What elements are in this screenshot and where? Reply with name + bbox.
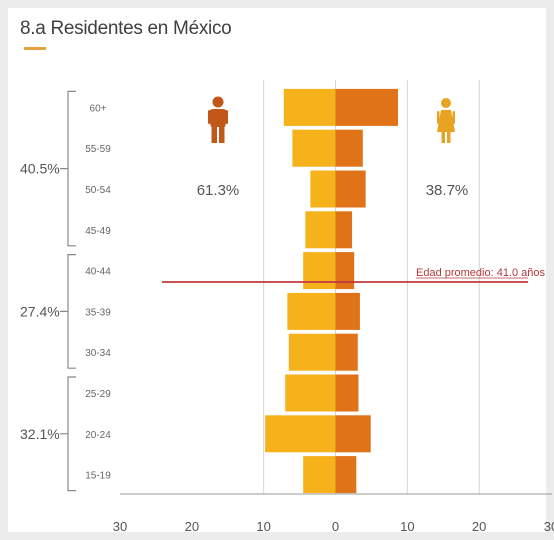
group-brackets: 40.5% 27.4% 32.1% xyxy=(20,90,76,492)
bar-right xyxy=(335,292,360,330)
bar-right xyxy=(335,456,357,494)
bar-left xyxy=(283,88,336,126)
bar-right xyxy=(335,88,398,126)
annotations: Edad promedio: 41.0 años 61.3% 38.7% xyxy=(162,96,546,283)
group-bracket xyxy=(60,254,76,369)
age-label: 35-39 xyxy=(85,307,111,318)
x-tick-label: 20 xyxy=(472,519,486,534)
age-label: 50-54 xyxy=(85,185,111,196)
bar-left xyxy=(287,292,336,330)
x-tick-label: 30 xyxy=(544,519,554,534)
age-label: 25-29 xyxy=(85,389,111,400)
bar-left xyxy=(305,211,336,249)
age-label: 30-34 xyxy=(85,348,111,359)
age-label: 20-24 xyxy=(85,430,111,441)
chart-title: 8.a Residentes en México xyxy=(20,18,232,39)
x-tick-label: 0 xyxy=(332,519,339,534)
group-bracket xyxy=(60,90,76,247)
average-age-label: Edad promedio: 41.0 años xyxy=(416,267,546,279)
age-label: 60+ xyxy=(90,103,107,114)
group-percent-label: 27.4% xyxy=(20,303,60,319)
bar-left xyxy=(310,170,336,208)
bar-left xyxy=(303,456,336,494)
bar-left xyxy=(285,374,336,412)
male-person-icon xyxy=(208,96,228,143)
bar-right xyxy=(335,170,366,208)
female-percentage: 38.7% xyxy=(426,182,469,199)
bar-right xyxy=(335,129,363,167)
female-person-icon xyxy=(437,98,455,143)
age-label: 55-59 xyxy=(85,144,111,155)
x-tick-label: 10 xyxy=(400,519,414,534)
bar-right xyxy=(335,415,371,453)
age-labels: 60+ 55-59 50-54 45-49 40-44 35-39 30-34 25-29 20… xyxy=(85,103,111,481)
title-underline xyxy=(24,47,46,50)
bar-left xyxy=(292,129,336,167)
bar-right xyxy=(335,333,358,371)
male-percentage: 61.3% xyxy=(197,182,240,199)
group-percent-label: 40.5% xyxy=(20,161,60,177)
age-label: 45-49 xyxy=(85,226,111,237)
group-bracket xyxy=(60,376,76,492)
bar-left xyxy=(265,415,336,453)
x-tick-label: 20 xyxy=(185,519,199,534)
age-label: 15-19 xyxy=(85,471,111,482)
bars xyxy=(265,88,398,494)
x-tick-label: 10 xyxy=(256,519,270,534)
age-label: 40-44 xyxy=(85,267,111,278)
bar-left xyxy=(288,333,336,371)
x-tick-label: 30 xyxy=(113,519,127,534)
bar-right xyxy=(335,374,359,412)
bar-right xyxy=(335,211,353,249)
bar-right xyxy=(335,252,355,290)
group-percent-label: 32.1% xyxy=(20,426,60,442)
bar-left xyxy=(303,252,336,290)
x-axis: 30 20 10 0 10 20 30 xyxy=(113,493,554,534)
